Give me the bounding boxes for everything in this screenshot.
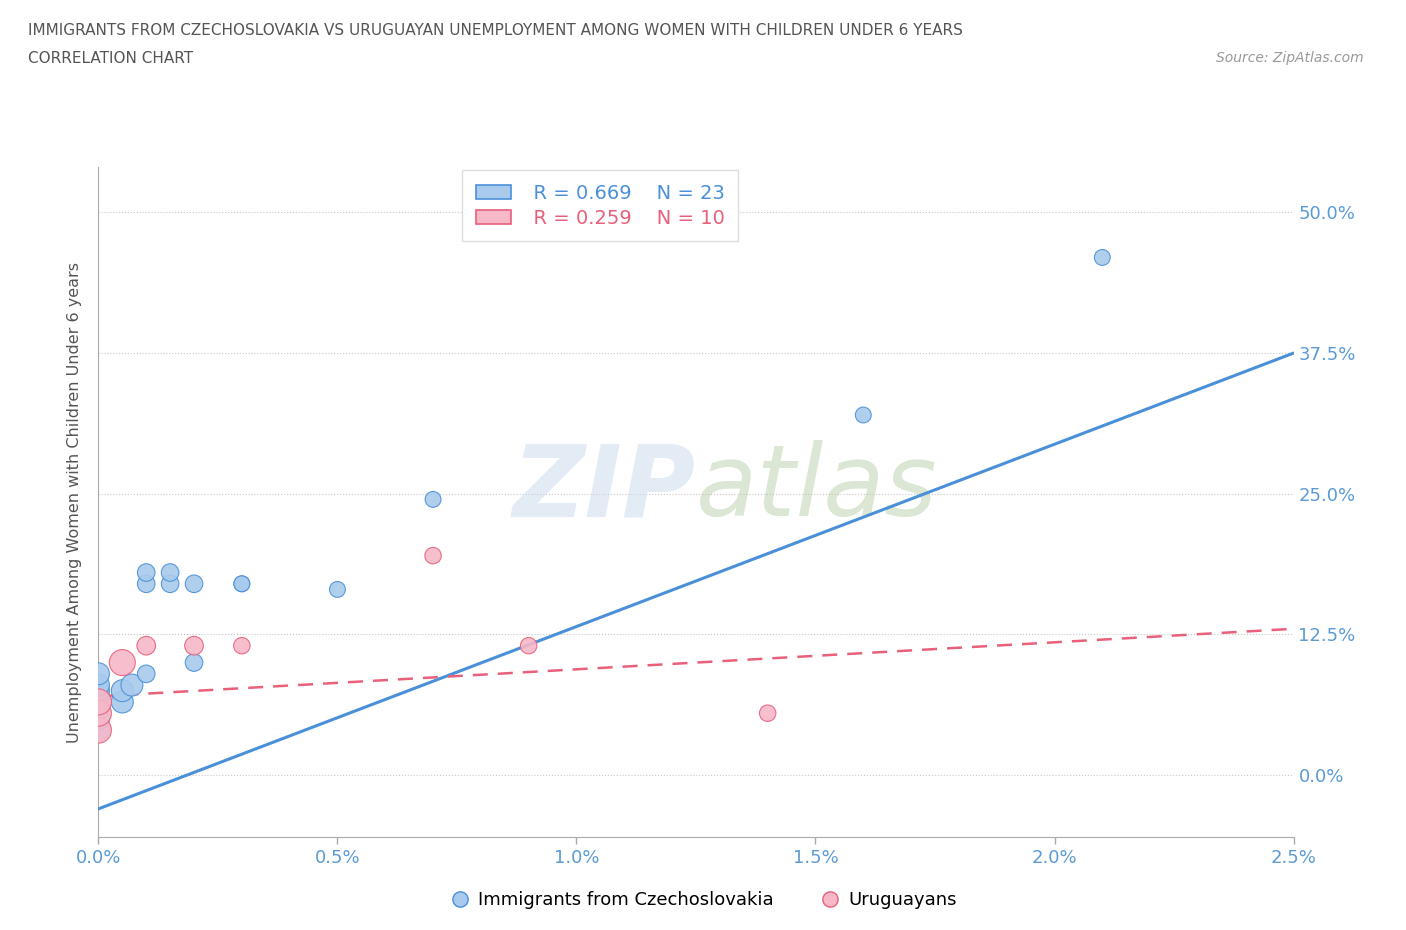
- Point: [756, 706, 779, 721]
- Point: [135, 565, 157, 580]
- Point: [87, 706, 110, 721]
- Point: [159, 577, 181, 591]
- Point: [111, 655, 134, 670]
- Point: [87, 700, 110, 715]
- Point: [183, 638, 205, 653]
- Point: [87, 684, 110, 698]
- Point: [87, 723, 110, 737]
- Point: [231, 577, 253, 591]
- Point: [111, 695, 134, 710]
- Point: [87, 678, 110, 693]
- Point: [87, 711, 110, 726]
- Point: [326, 582, 349, 597]
- Point: [183, 577, 205, 591]
- Text: ZIP: ZIP: [513, 440, 696, 538]
- Text: Source: ZipAtlas.com: Source: ZipAtlas.com: [1216, 51, 1364, 65]
- Text: atlas: atlas: [696, 440, 938, 538]
- Point: [183, 655, 205, 670]
- Point: [135, 577, 157, 591]
- Text: IMMIGRANTS FROM CZECHOSLOVAKIA VS URUGUAYAN UNEMPLOYMENT AMONG WOMEN WITH CHILDR: IMMIGRANTS FROM CZECHOSLOVAKIA VS URUGUA…: [28, 23, 963, 38]
- Point: [111, 684, 134, 698]
- Y-axis label: Unemployment Among Women with Children Under 6 years: Unemployment Among Women with Children U…: [67, 261, 83, 743]
- Point: [87, 723, 110, 737]
- Point: [231, 577, 253, 591]
- Point: [517, 638, 540, 653]
- Point: [121, 678, 143, 693]
- Point: [135, 667, 157, 682]
- Point: [135, 638, 157, 653]
- Point: [1091, 250, 1114, 265]
- Point: [422, 492, 444, 507]
- Point: [87, 667, 110, 682]
- Point: [87, 695, 110, 710]
- Point: [422, 548, 444, 563]
- Point: [852, 407, 875, 422]
- Legend: Immigrants from Czechoslovakia, Uruguayans: Immigrants from Czechoslovakia, Uruguaya…: [443, 884, 963, 916]
- Legend:   R = 0.669    N = 23,   R = 0.259    N = 10: R = 0.669 N = 23, R = 0.259 N = 10: [463, 170, 738, 242]
- Text: CORRELATION CHART: CORRELATION CHART: [28, 51, 193, 66]
- Point: [159, 565, 181, 580]
- Point: [87, 689, 110, 704]
- Point: [231, 638, 253, 653]
